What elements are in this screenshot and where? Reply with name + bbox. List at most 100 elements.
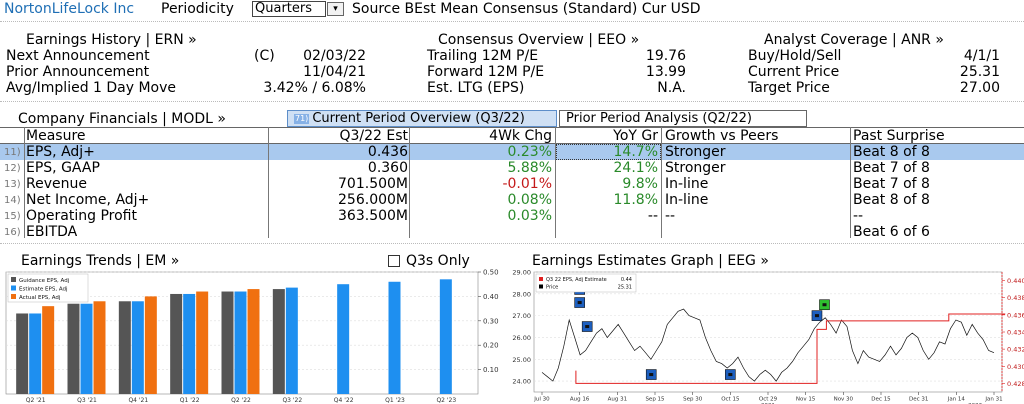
column-divider bbox=[268, 127, 269, 238]
legend-label: Q3 22 EPS, Adj Estimate bbox=[546, 277, 607, 283]
consensus-overview-title[interactable]: Consensus Overview | EEO » bbox=[438, 32, 640, 48]
measure-cell[interactable]: Net Income, Adj+ bbox=[26, 192, 150, 208]
chart-legend: Q3 22 EPS, Adj Estimate 0.44 Price 25.31 bbox=[535, 273, 637, 293]
table-row[interactable]: 13) Revenue 701.500M -0.01% 9.8% In-line Beat … bbox=[0, 176, 1024, 192]
estimate-cell: 0.436 bbox=[367, 144, 408, 160]
tab-current-period[interactable]: 71) Current Period Overview (Q3/22) bbox=[287, 110, 557, 127]
table-row[interactable]: 16) EBITDA Beat 6 of 6 bbox=[0, 224, 1024, 240]
column-divider bbox=[850, 127, 851, 238]
x-tick-label: Sep 15 bbox=[645, 397, 665, 403]
y2-tick-label: 0.436 bbox=[1007, 311, 1024, 319]
company-financials-title[interactable]: Company Financials | MODL » bbox=[18, 111, 226, 127]
bar bbox=[337, 284, 350, 394]
measure-cell[interactable]: Operating Profit bbox=[26, 208, 137, 224]
x-tick-label: Q4 '22 bbox=[334, 397, 354, 404]
column-divider bbox=[409, 127, 410, 238]
table-row[interactable]: 11) EPS, Adj+ 0.436 0.23% 14.7% Stronger Beat … bbox=[0, 144, 1024, 160]
measure-cell[interactable]: Revenue bbox=[26, 176, 87, 192]
bar bbox=[42, 306, 55, 394]
column-header-peers[interactable]: Growth vs Peers bbox=[665, 128, 779, 144]
earnings-trends-title[interactable]: Earnings Trends | EM » bbox=[21, 253, 180, 269]
legend-value: 0.44 bbox=[621, 277, 632, 283]
column-divider bbox=[24, 127, 25, 238]
yoy-cell: 11.8% bbox=[613, 192, 658, 208]
price-line bbox=[541, 308, 995, 382]
legend-box bbox=[535, 273, 637, 293]
bar bbox=[118, 301, 131, 394]
estimate-line bbox=[575, 313, 1006, 384]
y-tick-label: 29.00 bbox=[512, 269, 531, 277]
divider bbox=[0, 101, 1024, 102]
measure-cell[interactable]: EPS, GAAP bbox=[26, 160, 100, 176]
row-number: 11) bbox=[4, 147, 21, 158]
legend-swatch bbox=[11, 294, 16, 299]
legend-value: 25.31 bbox=[618, 285, 632, 291]
column-header-surprise[interactable]: Past Surprise bbox=[853, 128, 945, 144]
ltg-value: N.A. bbox=[657, 80, 686, 96]
bar bbox=[16, 313, 29, 394]
company-name[interactable]: NortonLifeLock Inc bbox=[4, 1, 135, 17]
periodicity-select[interactable]: Quarters bbox=[252, 1, 326, 17]
x-tick-label: Dec 31 bbox=[909, 397, 928, 403]
estimate-cell: 0.360 bbox=[367, 160, 408, 176]
yoy-cell bbox=[556, 224, 658, 240]
table-row[interactable]: 12) EPS, GAAP 0.360 5.88% 24.1% Stronger Beat … bbox=[0, 160, 1024, 176]
yoy-cell: 14.7% bbox=[613, 144, 658, 160]
prior-announcement-value: 11/04/21 bbox=[303, 64, 366, 80]
y-tick-label: 27.00 bbox=[512, 312, 531, 320]
estimate-cell: 256.000M bbox=[338, 192, 408, 208]
earnings-trends-chart: 0.10 0.20 0.30 0.40 0.50 Q2 '21 Q3 '21 Q4 '21 Q1… bbox=[5, 269, 499, 404]
legend-label: Actual EPS, Adj bbox=[19, 295, 61, 301]
x-tick-label: Nov 30 bbox=[834, 397, 854, 403]
y-tick-label: 24.00 bbox=[512, 378, 531, 386]
earnings-estimates-chart: 24.00 25.00 26.00 27.00 28.00 29.00 0.428 0.430… bbox=[512, 269, 1024, 404]
column-header-measure[interactable]: Measure bbox=[26, 128, 86, 144]
table-row[interactable]: 15) Operating Profit 363.500M 0.03% -- -- -- bbox=[0, 208, 1024, 224]
column-header-4wk-chg[interactable]: 4Wk Chg bbox=[489, 128, 552, 144]
x-tick-label: Q1 '23 bbox=[385, 397, 405, 404]
chg-cell: -0.01% bbox=[502, 176, 552, 192]
ltg-label: Est. LTG (EPS) bbox=[427, 80, 525, 96]
measure-cell[interactable]: EPS, Adj+ bbox=[26, 144, 95, 160]
estimate-cell bbox=[270, 224, 408, 240]
bar bbox=[272, 289, 285, 394]
column-header-yoy[interactable]: YoY Gr bbox=[613, 128, 658, 144]
legend-swatch bbox=[539, 284, 543, 289]
divider bbox=[0, 243, 1024, 244]
earnings-history-title[interactable]: Earnings History | ERN » bbox=[26, 32, 197, 48]
legend-swatch bbox=[11, 277, 16, 282]
peers-cell: Stronger bbox=[665, 144, 726, 160]
bar bbox=[144, 296, 157, 394]
y-tick-label: 28.00 bbox=[512, 290, 531, 298]
row-number: 12) bbox=[4, 163, 21, 174]
x-tick-label: Oct 15 bbox=[721, 397, 740, 403]
column-divider bbox=[555, 127, 556, 238]
surprise-cell: Beat 8 of 8 bbox=[853, 192, 930, 208]
target-price-value: 27.00 bbox=[959, 80, 1000, 96]
peers-cell: In-line bbox=[665, 192, 709, 208]
chg-cell: 0.23% bbox=[507, 144, 552, 160]
periodicity-label: Periodicity bbox=[161, 1, 234, 17]
tab-current-label: Current Period Overview (Q3/22) bbox=[312, 111, 525, 126]
q3s-only-checkbox[interactable] bbox=[388, 255, 400, 267]
trailing-pe-value: 19.76 bbox=[645, 48, 686, 64]
y-tick-label: 0.30 bbox=[483, 317, 499, 325]
forward-pe-label: Forward 12M P/E bbox=[427, 64, 545, 80]
current-price-value: 25.31 bbox=[959, 64, 1000, 80]
chg-cell bbox=[410, 224, 552, 240]
x-tick-label: Q3 '21 bbox=[77, 397, 97, 404]
analyst-coverage-title[interactable]: Analyst Coverage | ANR » bbox=[764, 32, 944, 48]
column-header-estimate[interactable]: Q3/22 Est bbox=[339, 128, 408, 144]
surprise-cell: Beat 7 of 8 bbox=[853, 160, 930, 176]
tab-prior-period[interactable]: Prior Period Analysis (Q2/22) bbox=[559, 110, 807, 127]
next-announcement-value: 02/03/22 bbox=[303, 48, 366, 64]
x-tick-label: Q2 '22 bbox=[231, 397, 251, 404]
legend-swatch bbox=[539, 277, 543, 281]
table-row[interactable]: 14) Net Income, Adj+ 256.000M 0.08% 11.8% In-… bbox=[0, 192, 1024, 208]
bar bbox=[170, 293, 183, 394]
measure-cell[interactable]: EBITDA bbox=[26, 224, 78, 240]
event-marker-glyph bbox=[585, 325, 590, 329]
x-tick-label: Q2 '21 bbox=[26, 397, 46, 404]
chevron-down-icon[interactable]: ▾ bbox=[327, 2, 344, 16]
eeg-title[interactable]: Earnings Estimates Graph | EEG » bbox=[532, 253, 769, 269]
